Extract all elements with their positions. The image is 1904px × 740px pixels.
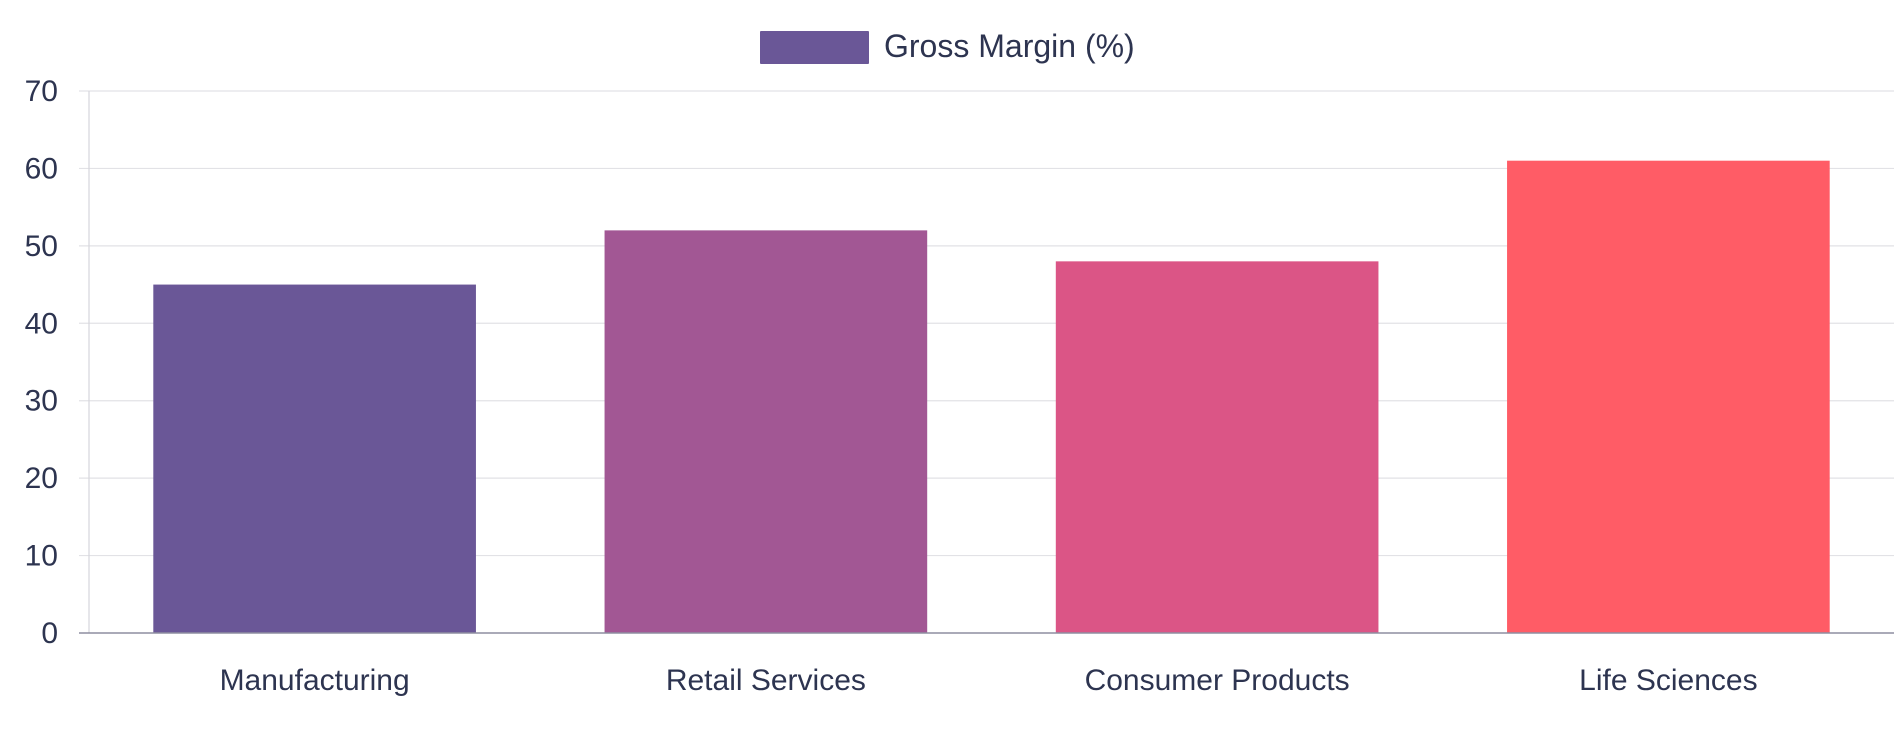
y-axis-ticks: 0 10 20 30 40 50 60 70 [25, 75, 58, 650]
bar-retail-services[interactable] [604, 230, 928, 633]
y-tick-label: 0 [41, 617, 58, 650]
y-tick-label: 10 [25, 540, 58, 573]
bar-manufacturing[interactable] [153, 284, 476, 633]
legend-swatch [760, 31, 869, 64]
y-tick-label: 60 [25, 152, 58, 185]
y-tick-label: 30 [25, 385, 58, 418]
bar-consumer-products[interactable] [1055, 261, 1379, 633]
legend[interactable]: Gross Margin (%) [760, 28, 1135, 64]
legend-label: Gross Margin (%) [884, 28, 1135, 64]
y-tick-label: 40 [25, 307, 58, 340]
x-axis-ticks: Manufacturing Retail Services Consumer Pro… [220, 664, 1758, 697]
x-tick-label: Manufacturing [220, 664, 410, 697]
bar-life-sciences[interactable] [1507, 160, 1830, 633]
x-tick-label: Retail Services [666, 664, 866, 697]
x-tick-label: Life Sciences [1579, 664, 1757, 697]
y-tick-label: 20 [25, 462, 58, 495]
y-tick-label: 50 [25, 230, 58, 263]
x-tick-label: Consumer Products [1085, 664, 1350, 697]
y-tick-label: 70 [25, 75, 58, 108]
bars [153, 160, 1830, 633]
axes [79, 91, 1894, 634]
